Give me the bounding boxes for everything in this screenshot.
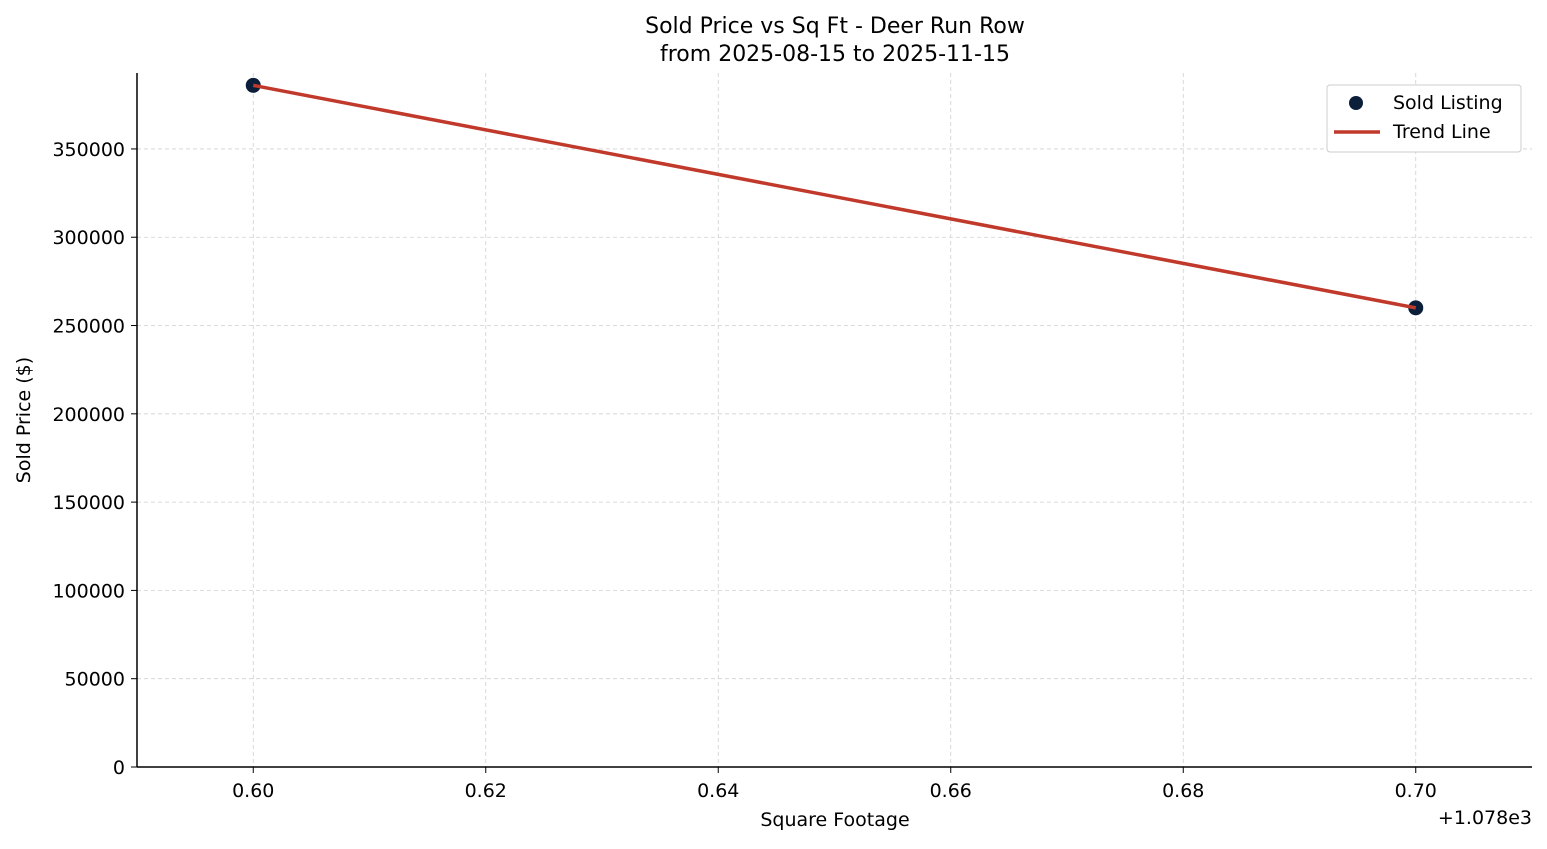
y-tick-label: 50000 [65, 669, 125, 691]
y-tick-label: 250000 [52, 316, 125, 338]
y-tick-label: 0 [113, 757, 125, 779]
ticks: 0.60 0.62 0.64 0.66 0.68 0.70 0 50000 100000 1500… [52, 139, 1436, 802]
chart-subtitle: from 2025-08-15 to 2025-11-15 [660, 42, 1010, 67]
legend-box [1326, 84, 1522, 153]
chart-title: Sold Price vs Sq Ft - Deer Run Row [645, 14, 1025, 39]
x-tick-label: 0.68 [1162, 780, 1204, 802]
legend-marker-sold-listing [1349, 96, 1363, 110]
legend-label-trend-line: Trend Line [1392, 121, 1491, 143]
x-tick-label: 0.62 [465, 780, 507, 802]
x-tick-label: 0.66 [930, 780, 972, 802]
x-tick-label: 0.64 [697, 780, 739, 802]
legend: Sold Listing Trend Line [1326, 84, 1522, 153]
x-tick-label: 0.60 [232, 780, 274, 802]
x-axis-label: Square Footage [760, 809, 909, 831]
y-tick-label: 100000 [52, 580, 125, 602]
x-offset-label: +1.078e3 [1438, 807, 1532, 829]
y-tick-label: 150000 [52, 492, 125, 514]
y-tick-label: 300000 [52, 227, 125, 249]
y-tick-label: 350000 [52, 139, 125, 161]
legend-label-sold-listing: Sold Listing [1393, 92, 1503, 114]
trend-line [252, 83, 1417, 310]
x-tick-label: 0.70 [1395, 780, 1437, 802]
grid [137, 73, 1532, 768]
y-tick-label: 200000 [52, 404, 125, 426]
y-axis-label: Sold Price ($) [13, 357, 35, 483]
marks [245, 77, 1424, 316]
